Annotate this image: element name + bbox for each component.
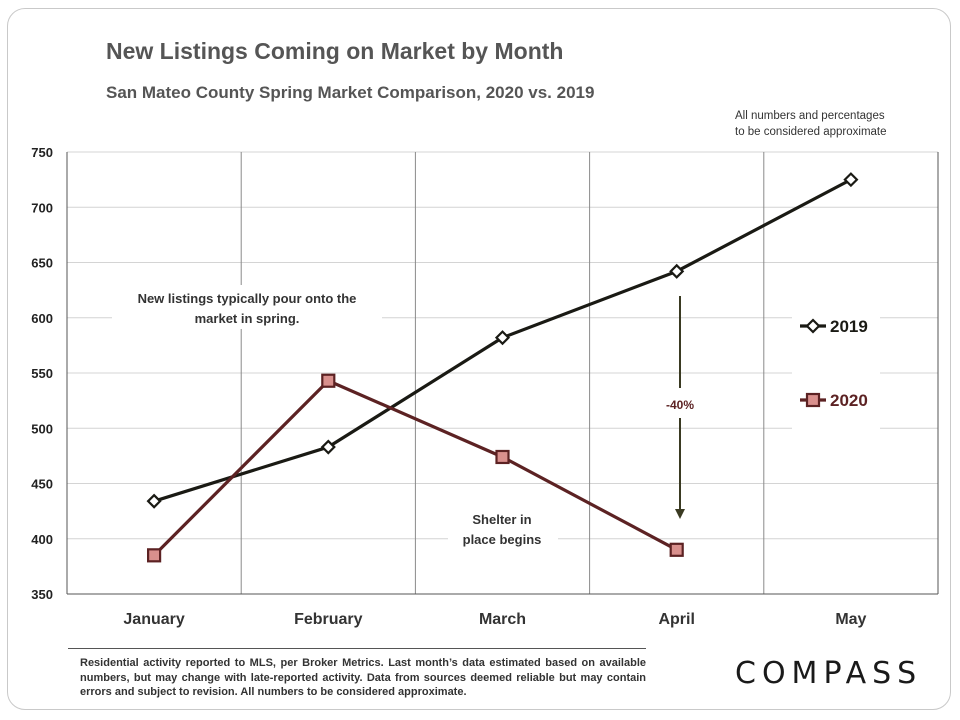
change-percent-label: -40%: [666, 398, 694, 412]
legend-label-2020: 2020: [830, 391, 868, 410]
y-tick-label: 550: [31, 366, 53, 381]
x-tick-label: April: [658, 611, 694, 628]
disclaimer-note-line1: All numbers and percentages: [735, 110, 885, 122]
disclaimer-note-line2: to be considered approximate: [735, 126, 887, 138]
annotation-shelter-line2: place begins: [463, 532, 542, 547]
data-point-2019: [669, 263, 685, 279]
y-tick-label: 400: [31, 532, 53, 547]
data-point-2019: [320, 439, 336, 455]
annotation-shelter-line1: Shelter in: [472, 512, 531, 527]
disclaimer-note: All numbers and percentages to be consid…: [735, 108, 887, 140]
legend-marker-2020: [805, 392, 821, 408]
y-tick-label: 750: [31, 145, 53, 160]
y-tick-label: 600: [31, 311, 53, 326]
data-point-2019: [146, 493, 162, 509]
chart-title: New Listings Coming on Market by Month: [106, 38, 564, 64]
x-tick-label: March: [479, 611, 526, 628]
data-point-2019: [494, 330, 511, 346]
legend-label-2019: 2019: [830, 317, 868, 336]
compass-logo: COMPASS: [735, 656, 923, 691]
footer-disclaimer: Residential activity reported to MLS, pe…: [80, 657, 646, 698]
y-tick-label: 650: [31, 256, 53, 271]
change-arrow-head: [675, 509, 685, 519]
x-tick-label: January: [123, 611, 184, 628]
y-tick-label: 500: [31, 421, 53, 436]
y-tick-label: 350: [31, 587, 53, 602]
legend-marker-2019: [805, 318, 821, 334]
annotation-box: [448, 508, 558, 550]
annotation-spring-line1: New listings typically pour onto the: [138, 291, 357, 306]
data-point-2020: [321, 373, 336, 388]
y-tick-label: 700: [31, 200, 53, 215]
data-point-2019: [843, 172, 859, 188]
chart-subtitle: San Mateo County Spring Market Compariso…: [106, 83, 595, 102]
annotation-box: [112, 285, 382, 329]
data-point-2020: [669, 542, 684, 557]
series-line-2020: [152, 379, 678, 557]
y-tick-label: 450: [31, 477, 53, 492]
footer-divider: [68, 648, 646, 649]
x-tick-label: February: [294, 611, 363, 628]
x-tick-label: May: [835, 611, 866, 628]
data-point-2020: [147, 548, 162, 563]
data-point-2020: [495, 449, 510, 465]
annotation-spring-line2: market in spring.: [195, 311, 300, 326]
